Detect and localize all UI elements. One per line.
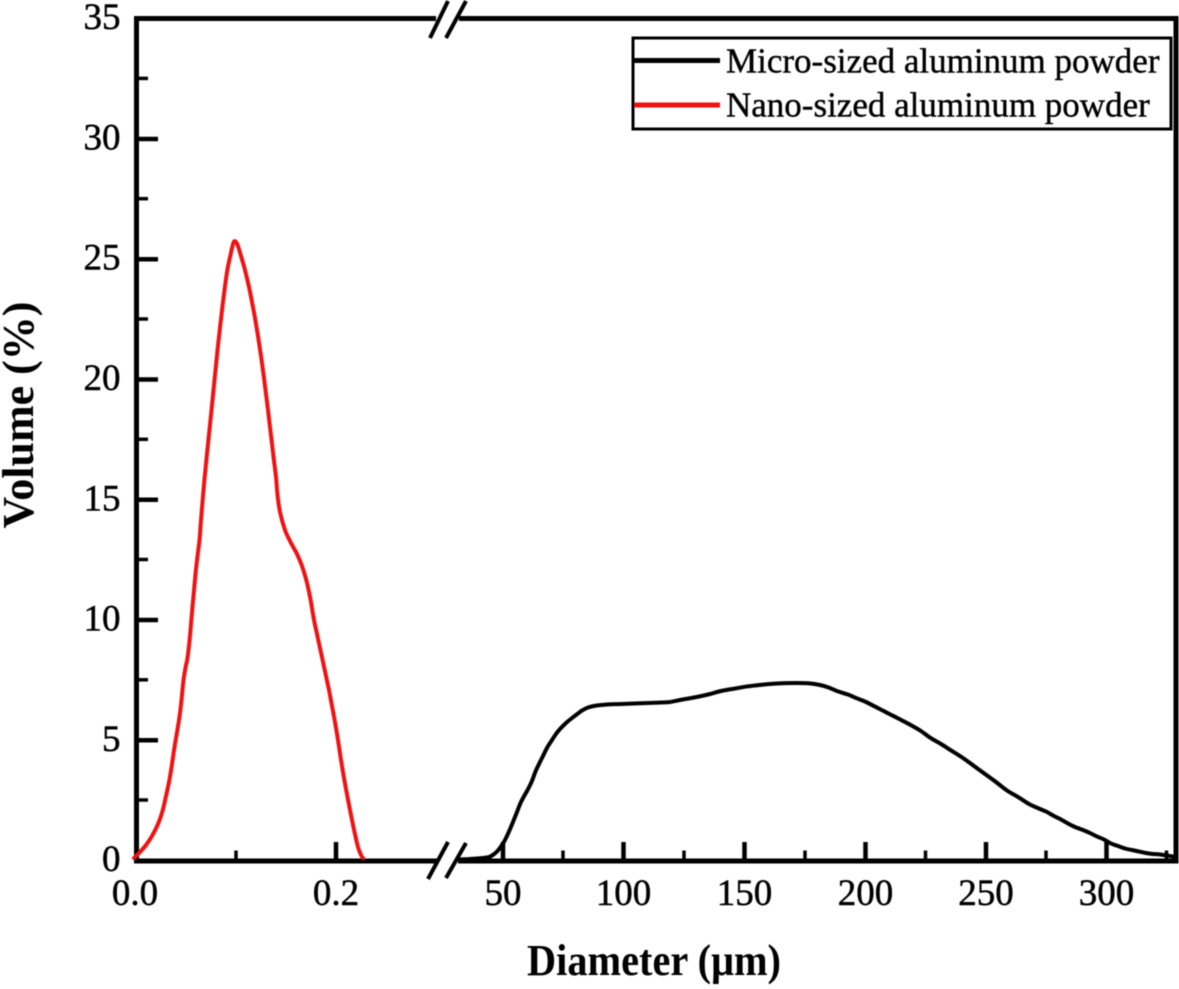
svg-text:Nano-sized aluminum powder: Nano-sized aluminum powder [726, 86, 1150, 125]
svg-text:Volume (%): Volume (%) [0, 302, 43, 529]
svg-text:150: 150 [717, 873, 773, 914]
svg-text:250: 250 [958, 873, 1014, 914]
svg-text:15: 15 [84, 478, 121, 519]
svg-text:35: 35 [84, 0, 121, 38]
svg-text:Micro-sized aluminum powder: Micro-sized aluminum powder [726, 42, 1160, 81]
svg-text:50: 50 [485, 873, 522, 914]
svg-text:300: 300 [1079, 873, 1135, 914]
svg-text:10: 10 [84, 599, 121, 640]
svg-text:0.0: 0.0 [112, 873, 158, 914]
svg-text:Diameter (μm): Diameter (μm) [527, 936, 781, 984]
svg-text:20: 20 [84, 358, 121, 399]
svg-text:100: 100 [596, 873, 652, 914]
svg-text:30: 30 [84, 118, 121, 159]
svg-text:25: 25 [84, 238, 121, 279]
svg-text:0: 0 [102, 839, 121, 880]
svg-text:5: 5 [102, 719, 121, 760]
svg-text:0.2: 0.2 [313, 873, 359, 914]
svg-text:200: 200 [838, 873, 894, 914]
